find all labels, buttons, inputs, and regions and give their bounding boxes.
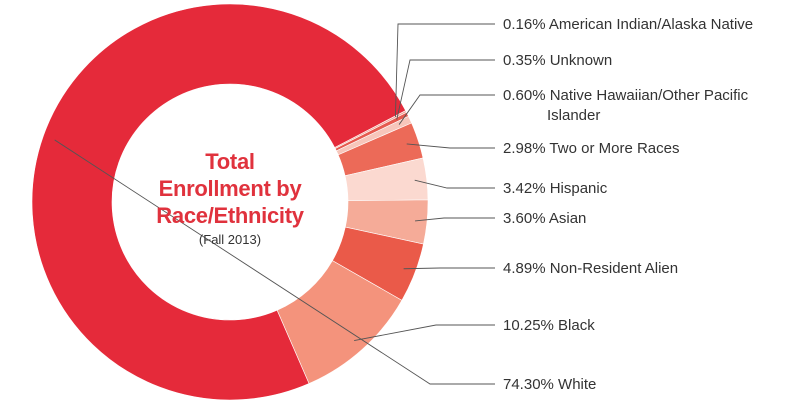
- chart-title-line-1: Total: [205, 149, 255, 174]
- leader-line: [406, 143, 495, 149]
- slice-label: 3.42% Hispanic: [503, 180, 608, 197]
- leader-line: [414, 217, 495, 222]
- chart-subtitle: (Fall 2013): [198, 232, 262, 247]
- leader-line: [398, 94, 495, 125]
- leader-line: [396, 59, 495, 120]
- slice-labels: 0.16% American Indian/Alaska Native 0.35%…: [503, 16, 753, 393]
- leader-line: [414, 179, 495, 189]
- leader-line: [54, 139, 495, 385]
- leader-line: [403, 267, 495, 270]
- slice-label: 0.35% Unknown: [503, 52, 612, 69]
- chart-title-line-2: Enrollment by: [158, 176, 302, 201]
- slice-label: 2.98% Two or More Races: [503, 140, 679, 157]
- chart-title-line-3: Race/Ethnicity: [156, 203, 304, 228]
- leader-line: [394, 23, 495, 117]
- slice-label: 10.25% Black: [503, 317, 595, 334]
- slice-label: 74.30% White: [503, 376, 596, 393]
- donut-slices: [31, 3, 429, 401]
- slice-label: 4.89% Non-Resident Alien: [503, 260, 678, 277]
- leader-lines: [54, 23, 495, 385]
- chart-title: Total Enrollment by Race/Ethnicity: [140, 148, 320, 229]
- slice-label: 3.60% Asian: [503, 210, 586, 227]
- slice-white: [31, 3, 407, 401]
- slice-label: 0.60% Native Hawaiian/Other Pacific Islan…: [503, 87, 749, 124]
- leader-line: [354, 324, 495, 341]
- slice-label: 0.16% American Indian/Alaska Native: [503, 16, 753, 33]
